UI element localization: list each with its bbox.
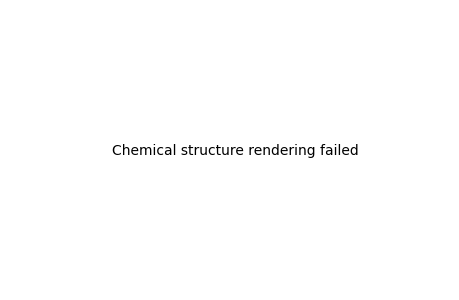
Text: Chemical structure rendering failed: Chemical structure rendering failed [112,145,358,158]
